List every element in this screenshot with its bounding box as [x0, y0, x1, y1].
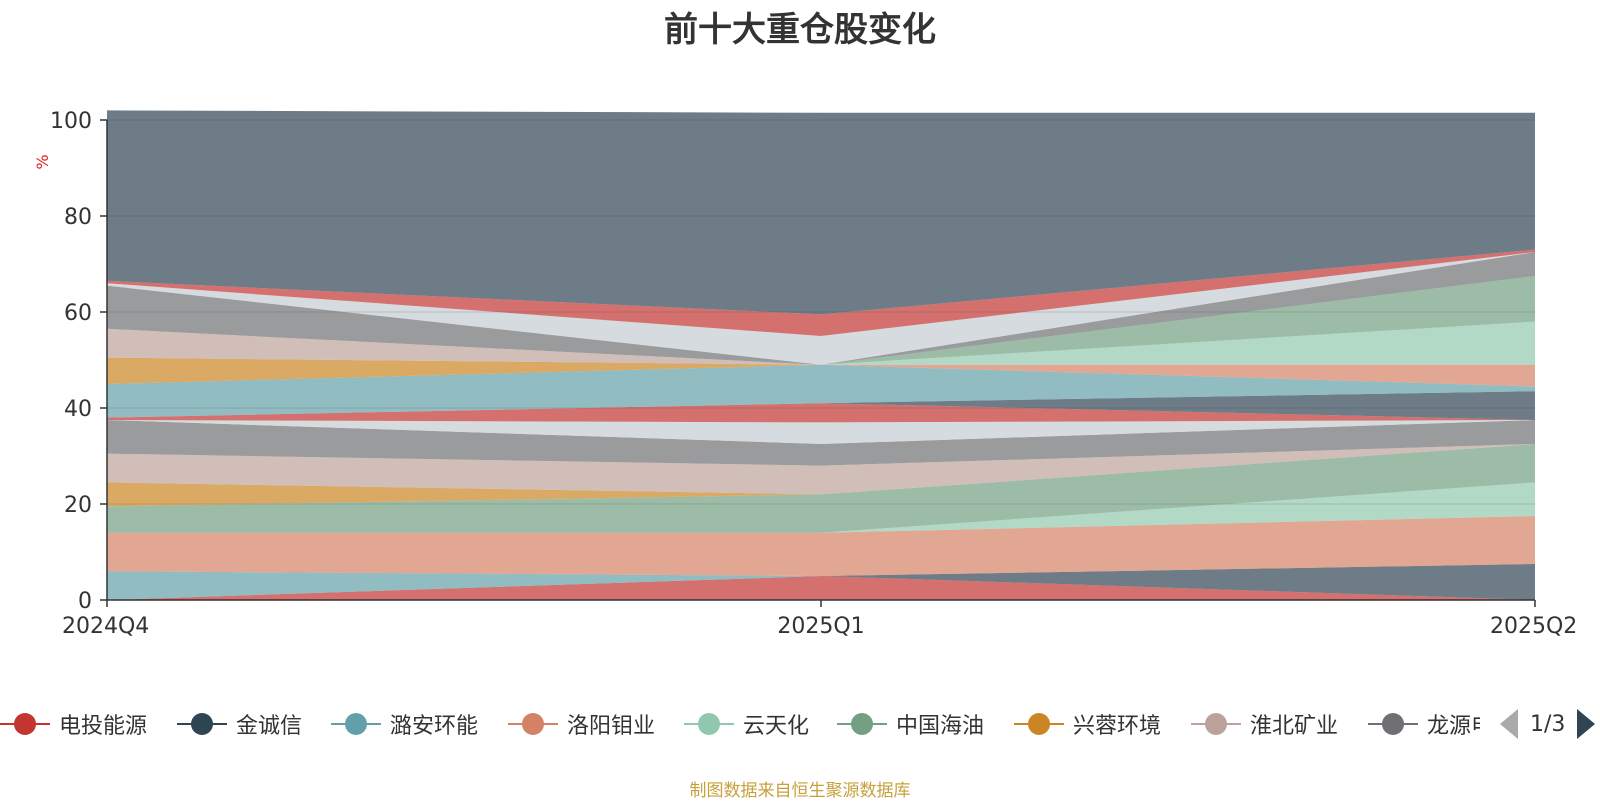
- area-series-20: [107, 252, 1535, 365]
- area-series-10: [107, 420, 1535, 444]
- y-tick-label: 20: [64, 493, 92, 518]
- legend-next-page-icon[interactable]: [1577, 709, 1596, 739]
- area-series-14: [107, 364, 1535, 387]
- y-axis-label: %: [33, 154, 52, 169]
- grid-lines: [107, 119, 1535, 505]
- area-series-18: [107, 276, 1535, 365]
- area-series-16: [107, 276, 1535, 384]
- axes: 0 20 40 60 80 100 2024Q4 2025Q1 2025Q2: [50, 109, 1577, 639]
- legend-marker-icon: [1014, 709, 1064, 739]
- legend-label: 云天化: [743, 714, 810, 739]
- area-series-5: [107, 482, 1535, 533]
- legend-marker-icon: [1191, 709, 1241, 739]
- legend-marker-icon: [1368, 709, 1418, 739]
- y-tick-label: 80: [64, 205, 92, 230]
- area-series-3: [107, 564, 1535, 600]
- area-series-4: [107, 516, 1535, 576]
- legend-label: 金诚信: [236, 714, 303, 739]
- legend-marker-icon: [684, 709, 734, 739]
- legend-page-indicator: 1/3: [1530, 711, 1566, 737]
- y-tick-label: 100: [50, 109, 92, 134]
- area-series-21: [107, 249, 1535, 336]
- legend-marker-icon: [0, 709, 50, 739]
- area-series-9: [107, 420, 1535, 466]
- legend-marker-icon: [508, 709, 558, 739]
- area-series-17: [107, 276, 1535, 384]
- area-series-6: [107, 444, 1535, 533]
- legend-item[interactable]: 电投能源: [0, 704, 147, 744]
- area-series-8: [107, 444, 1535, 495]
- data-source-note: 制图数据来自恒生聚源数据库: [689, 781, 911, 801]
- legend-label: 兴蓉环境: [1073, 714, 1162, 739]
- area-series-19: [107, 252, 1535, 365]
- legend-marker-icon: [331, 709, 381, 739]
- x-tick-label: 2025Q1: [777, 614, 864, 639]
- area-series-22: [107, 110, 1535, 315]
- area-series-7: [107, 444, 1535, 507]
- legend-marker-icon: [177, 709, 227, 739]
- legend-item[interactable]: 金诚信: [177, 704, 302, 744]
- area-series-1: [107, 576, 1535, 600]
- legend-item[interactable]: 潞安环能: [331, 704, 478, 744]
- area-series-2: [107, 564, 1535, 600]
- legend-pager: 1/3: [1500, 704, 1596, 744]
- legend-label: 洛阳钼业: [567, 714, 656, 739]
- legend: 电投能源 金诚信 潞安环能 洛阳钼业 云天化 中国海油 兴蓉环境 淮北矿业 龙源电力 1/3: [0, 704, 1600, 744]
- legend-label: 淮北矿业: [1250, 714, 1339, 739]
- x-tick-label: 2024Q4: [62, 614, 149, 639]
- legend-items: 电投能源 金诚信 潞安环能 洛阳钼业 云天化 中国海油 兴蓉环境 淮北矿业 龙源电力: [0, 704, 1480, 744]
- legend-label: 龙源电力: [1427, 714, 1480, 739]
- legend-prev-page-icon[interactable]: [1500, 709, 1518, 739]
- y-tick-label: 0: [78, 589, 92, 614]
- legend-label: 电投能源: [59, 714, 148, 739]
- legend-label: 中国海油: [896, 714, 985, 739]
- area-series-11: [107, 403, 1535, 423]
- legend-marker-icon: [837, 709, 887, 739]
- legend-item[interactable]: 兴蓉环境: [1014, 704, 1161, 744]
- legend-item[interactable]: 龙源电力: [1368, 704, 1480, 744]
- area-series-12: [107, 391, 1535, 420]
- area-series-13: [107, 364, 1535, 418]
- area-series-group: [107, 110, 1535, 600]
- x-tick-label: 2025Q2: [1490, 614, 1577, 639]
- legend-label: 潞安环能: [390, 714, 479, 739]
- y-tick-label: 40: [64, 397, 92, 422]
- legend-item[interactable]: 洛阳钼业: [508, 704, 655, 744]
- area-series-15: [107, 321, 1535, 384]
- chart-title: 前十大重仓股变化: [664, 10, 936, 50]
- y-tick-label: 60: [64, 301, 92, 326]
- legend-item[interactable]: 淮北矿业: [1191, 704, 1338, 744]
- legend-item[interactable]: 中国海油: [837, 704, 984, 744]
- legend-item[interactable]: 云天化: [684, 704, 809, 744]
- stacked-area-chart: 0 20 40 60 80 100 2024Q4 2025Q1 2025Q2 %: [33, 109, 1577, 639]
